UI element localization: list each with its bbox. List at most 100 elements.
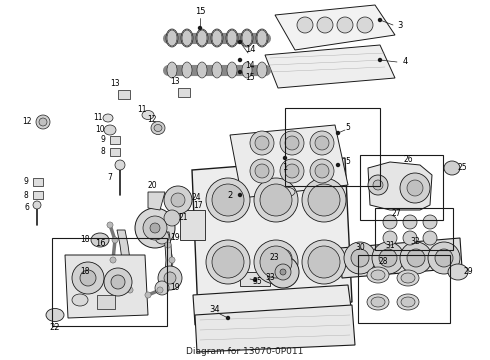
Circle shape: [164, 272, 176, 284]
Text: 9: 9: [100, 135, 105, 144]
Circle shape: [403, 231, 417, 245]
Circle shape: [171, 193, 185, 207]
Ellipse shape: [91, 233, 109, 247]
Ellipse shape: [367, 267, 389, 283]
Circle shape: [428, 242, 460, 274]
Circle shape: [302, 240, 346, 284]
Text: 2: 2: [227, 190, 233, 199]
Circle shape: [115, 160, 125, 170]
Polygon shape: [192, 158, 352, 315]
Bar: [360, 155, 443, 220]
Circle shape: [212, 246, 244, 278]
Ellipse shape: [197, 62, 207, 78]
Ellipse shape: [36, 115, 50, 129]
Circle shape: [344, 242, 376, 274]
Circle shape: [115, 275, 121, 281]
Ellipse shape: [46, 309, 64, 321]
Ellipse shape: [226, 29, 238, 47]
Ellipse shape: [242, 62, 252, 78]
Bar: [180, 210, 205, 240]
Polygon shape: [368, 162, 432, 210]
Circle shape: [308, 246, 340, 278]
Circle shape: [206, 178, 250, 222]
Circle shape: [164, 186, 192, 214]
Circle shape: [260, 246, 292, 278]
Ellipse shape: [154, 125, 162, 131]
Circle shape: [115, 275, 121, 281]
Polygon shape: [340, 238, 462, 278]
Ellipse shape: [166, 29, 178, 47]
Text: 3: 3: [397, 21, 403, 30]
Circle shape: [165, 242, 171, 248]
Text: 19: 19: [170, 284, 180, 292]
Bar: [97, 295, 115, 309]
Circle shape: [150, 223, 160, 233]
Text: 4: 4: [402, 58, 408, 67]
Circle shape: [157, 287, 163, 293]
Text: 29: 29: [463, 267, 473, 276]
Polygon shape: [230, 125, 348, 198]
Circle shape: [351, 249, 369, 267]
Circle shape: [378, 58, 382, 62]
Circle shape: [275, 264, 291, 280]
Ellipse shape: [212, 62, 222, 78]
Ellipse shape: [397, 270, 419, 286]
Circle shape: [206, 240, 250, 284]
Bar: [358, 255, 450, 323]
Circle shape: [423, 215, 437, 229]
Ellipse shape: [401, 297, 415, 307]
Circle shape: [110, 257, 116, 263]
Circle shape: [104, 268, 132, 296]
Circle shape: [435, 249, 453, 267]
Text: 32: 32: [410, 238, 420, 247]
Circle shape: [284, 157, 287, 159]
Ellipse shape: [401, 273, 415, 283]
Circle shape: [164, 210, 180, 226]
Polygon shape: [163, 232, 172, 288]
Circle shape: [145, 292, 151, 298]
Ellipse shape: [212, 30, 222, 46]
Circle shape: [226, 316, 229, 320]
Circle shape: [158, 266, 182, 290]
Circle shape: [310, 131, 334, 155]
Text: 5: 5: [345, 158, 350, 166]
Circle shape: [107, 222, 113, 228]
Circle shape: [337, 131, 340, 135]
Circle shape: [143, 216, 167, 240]
Text: 15: 15: [195, 8, 205, 17]
Text: Diagram for 13070-0P011: Diagram for 13070-0P011: [186, 347, 304, 356]
Ellipse shape: [397, 294, 419, 310]
Text: 11: 11: [137, 105, 147, 114]
Circle shape: [127, 287, 133, 293]
Circle shape: [285, 164, 299, 178]
Ellipse shape: [448, 264, 468, 280]
Circle shape: [239, 58, 242, 62]
Circle shape: [250, 131, 274, 155]
Circle shape: [310, 159, 334, 183]
Bar: [33, 178, 43, 186]
Circle shape: [308, 184, 340, 216]
Bar: [375, 208, 453, 250]
Ellipse shape: [167, 30, 177, 46]
Bar: [118, 90, 130, 99]
Text: 23: 23: [269, 253, 279, 262]
Ellipse shape: [104, 125, 116, 135]
Circle shape: [267, 256, 299, 288]
Text: 26: 26: [403, 156, 413, 165]
Circle shape: [372, 242, 404, 274]
Circle shape: [169, 257, 175, 263]
Circle shape: [239, 40, 242, 44]
Text: 6: 6: [24, 203, 29, 212]
Ellipse shape: [72, 294, 88, 306]
Text: 12: 12: [22, 117, 32, 126]
Circle shape: [423, 231, 437, 245]
Ellipse shape: [151, 122, 165, 135]
Text: 17: 17: [193, 201, 203, 210]
Circle shape: [379, 249, 397, 267]
Ellipse shape: [196, 29, 208, 47]
Text: 25: 25: [457, 163, 467, 172]
Circle shape: [72, 262, 104, 294]
Circle shape: [280, 269, 286, 275]
Circle shape: [155, 281, 169, 295]
Bar: [178, 88, 190, 97]
